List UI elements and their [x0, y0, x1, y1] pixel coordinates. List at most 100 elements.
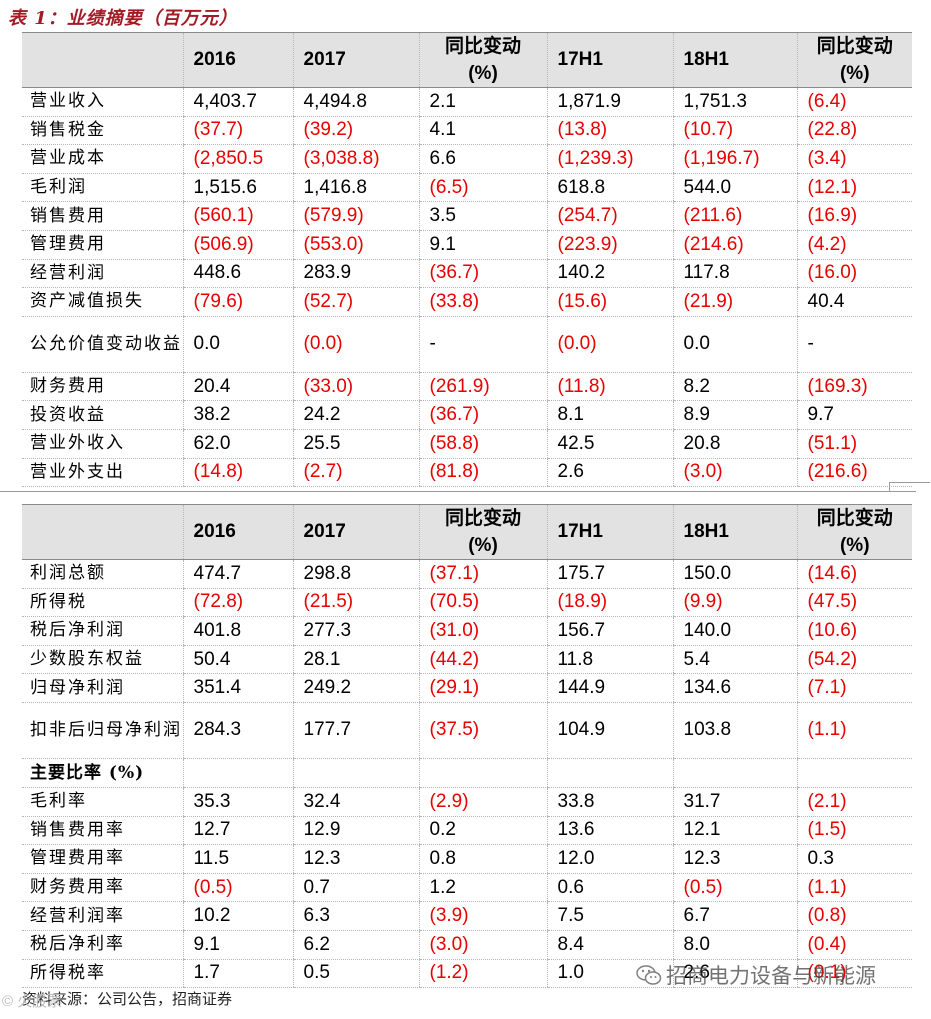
- table-cell: (1.1): [796, 702, 912, 759]
- row-label: 营业成本: [22, 144, 183, 174]
- table-cell: (36.7): [418, 259, 547, 289]
- watermark-text: 招商电力设备与新能源: [666, 965, 876, 988]
- table-cell: (36.7): [418, 400, 547, 430]
- table-cell: 298.8: [292, 559, 419, 589]
- table-cell: 40.4: [796, 287, 912, 317]
- table-cell: 117.8: [672, 259, 797, 289]
- table-row: 财务费用率 (0.5) 0.7 1.2 0.6 (0.5) (1.1): [22, 873, 912, 903]
- table-cell: 9.1: [182, 930, 293, 960]
- row-label: 财务费用率: [22, 873, 183, 903]
- table-title: 表 1：业绩摘要（百万元）: [8, 8, 238, 29]
- header-yoy: 同比变动 (%): [418, 32, 547, 88]
- table-cell: (214.6): [672, 230, 797, 260]
- table-cell: (169.3): [796, 372, 912, 402]
- table-cell: -: [796, 316, 912, 373]
- table-cell: (33.0): [292, 372, 419, 402]
- table-cell: 156.7: [546, 616, 673, 646]
- table-cell: (9.9): [672, 588, 797, 618]
- table-cell: 150.0: [672, 559, 797, 589]
- table-cell: (506.9): [182, 230, 293, 260]
- table-row: 公允价值变动收益 0.0 (0.0) - (0.0) 0.0-: [22, 316, 912, 373]
- table-cell: 4.1: [418, 116, 547, 146]
- table-cell: 6.6: [418, 144, 547, 174]
- table-cell: (54.2): [796, 645, 912, 675]
- table-cell: (10.6): [796, 616, 912, 646]
- table-cell: (560.1): [182, 201, 293, 231]
- watermark-left: © 火股票: [2, 993, 63, 1010]
- table-cell: 12.9: [292, 816, 419, 846]
- table-cell: (3,038.8): [292, 144, 419, 174]
- table-cell: (16.9): [796, 201, 912, 231]
- table-cell: (2.9): [418, 787, 547, 817]
- table-cell: [672, 758, 797, 788]
- header-blank: [22, 32, 183, 88]
- table-row: 税后净利润 401.8 277.3 (31.0) 156.7 140.0 (10.6): [22, 616, 912, 646]
- table-row: 毛利润 1,515.6 1,416.8 (6.5) 618.8 544.0 (12.1): [22, 173, 912, 203]
- table-cell: 0.3: [796, 844, 912, 874]
- header-18h1: 18H1: [672, 32, 797, 88]
- table-row: 营业外支出 (14.8) (2.7) (81.8) 2.6 (3.0) (216.6): [22, 458, 912, 488]
- table-cell: 5.4: [672, 645, 797, 675]
- row-label: 营业外支出: [22, 458, 183, 488]
- table-cell: (15.6): [546, 287, 673, 317]
- table-row: 扣非后归母净利润 284.3 177.7 (37.5) 104.9 103.8 (1.1): [22, 702, 912, 759]
- table-cell: (21.9): [672, 287, 797, 317]
- header-2017: 2017: [292, 32, 419, 88]
- table-cell: 28.1: [292, 645, 419, 675]
- table-cell: (21.5): [292, 588, 419, 618]
- header-2016: 2016: [182, 504, 293, 560]
- table-cell: 134.6: [672, 673, 797, 703]
- table-cell: (0.0): [546, 316, 673, 373]
- row-label: 经营利润率: [22, 901, 183, 931]
- table-cell: (16.0): [796, 259, 912, 289]
- table-cell: (2.7): [292, 458, 419, 488]
- row-label: 财务费用: [22, 372, 183, 402]
- table-row: 经营利润 448.6 283.9 (36.7) 140.2 117.8 (16.0): [22, 259, 912, 289]
- table-cell: (33.8): [418, 287, 547, 317]
- table-cell: 12.0: [546, 844, 673, 874]
- table-cell: (0.5): [182, 873, 293, 903]
- table-row: 营业收入 4,403.7 4,494.8 2.1 1,871.9 1,751.3 (6.4): [22, 87, 912, 117]
- table-cell: 4,494.8: [292, 87, 419, 117]
- table-cell: 9.1: [418, 230, 547, 260]
- row-label: 公允价值变动收益: [22, 316, 183, 373]
- header-yoy-half: 同比变动 (%): [796, 504, 912, 560]
- table-cell: 1.2: [418, 873, 547, 903]
- table-cell: 0.8: [418, 844, 547, 874]
- table-cell: (211.6): [672, 201, 797, 231]
- table-cell: 42.5: [546, 429, 673, 459]
- table-cell: 6.7: [672, 901, 797, 931]
- table-cell: [292, 758, 419, 788]
- table-cell: 33.8: [546, 787, 673, 817]
- row-label: 利润总额: [22, 559, 183, 589]
- header-17h1: 17H1: [546, 504, 673, 560]
- table-cell: (22.8): [796, 116, 912, 146]
- table-cell: 0.6: [546, 873, 673, 903]
- table-cell: -: [418, 316, 547, 373]
- table-cell: (14.6): [796, 559, 912, 589]
- table-cell: (254.7): [546, 201, 673, 231]
- table-cell: (70.5): [418, 588, 547, 618]
- table-row: 投资收益 38.2 24.2 (36.7) 8.1 8.9 9.7: [22, 400, 912, 430]
- row-label: 管理费用率: [22, 844, 183, 874]
- table-cell: (553.0): [292, 230, 419, 260]
- table-cell: (2,850.5: [182, 144, 293, 174]
- table-cell: (0.8): [796, 901, 912, 931]
- table-cell: (58.8): [418, 429, 547, 459]
- table-cell: 20.4: [182, 372, 293, 402]
- table-cell: 10.2: [182, 901, 293, 931]
- table-cell: 8.0: [672, 930, 797, 960]
- table-cell: 2.1: [418, 87, 547, 117]
- table-cell: 175.7: [546, 559, 673, 589]
- table-cell: 25.5: [292, 429, 419, 459]
- table-cell: [796, 758, 912, 788]
- table-cell: 1,751.3: [672, 87, 797, 117]
- table-cell: (13.8): [546, 116, 673, 146]
- table-cell: (29.1): [418, 673, 547, 703]
- table-cell: [418, 758, 547, 788]
- table-cell: 12.1: [672, 816, 797, 846]
- table-cell: 544.0: [672, 173, 797, 203]
- table-cell: (31.0): [418, 616, 547, 646]
- table-cell: (44.2): [418, 645, 547, 675]
- table-cell: 62.0: [182, 429, 293, 459]
